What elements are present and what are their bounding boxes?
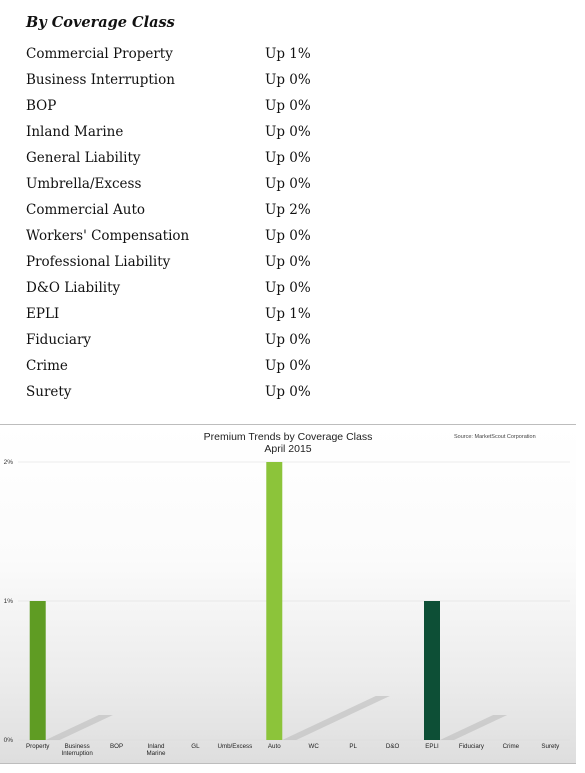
x-tick-label: Fiduciary (459, 743, 485, 750)
coverage-change: Up 0% (265, 332, 311, 348)
coverage-class-name: Commercial Property (26, 46, 173, 62)
coverage-change: Up 0% (265, 254, 311, 270)
coverage-row: D&O Liability Up 0% (26, 278, 366, 304)
x-tick-label: Crime (503, 743, 520, 750)
x-tick-label: Interruption (61, 750, 93, 757)
coverage-row: EPLI Up 1% (26, 304, 366, 330)
coverage-class-name: General Liability (26, 150, 141, 166)
coverage-change: Up 0% (265, 124, 311, 140)
x-tick-label: D&O (386, 743, 400, 750)
chart-subtitle: April 2015 (264, 443, 311, 455)
premium-trends-chart: 0% 1% 2% Premium Trends by Coverage Class Ap… (0, 424, 576, 764)
bar-shadow (440, 714, 508, 740)
x-tick-label: GL (191, 743, 200, 750)
coverage-class-name: BOP (26, 98, 57, 114)
coverage-class-name: Workers' Compensation (26, 228, 190, 244)
coverage-row: Commercial Auto Up 2% (26, 200, 366, 226)
coverage-row: Commercial Property Up 1% (26, 44, 366, 70)
coverage-change: Up 0% (265, 358, 311, 374)
bar (29, 601, 46, 740)
coverage-class-name: Business Interruption (26, 72, 175, 88)
coverage-class-name: EPLI (26, 306, 60, 322)
y-tick-label: 0% (4, 737, 14, 744)
x-tick-label: Inland (148, 743, 165, 750)
coverage-change: Up 1% (265, 46, 311, 62)
chart-title: Premium Trends by Coverage Class (204, 431, 373, 443)
x-tick-label: PL (349, 743, 357, 750)
x-tick-label: WC (309, 743, 320, 750)
coverage-class-name: Umbrella/Excess (26, 176, 142, 192)
section-heading: By Coverage Class (26, 14, 175, 31)
coverage-class-name: Commercial Auto (26, 202, 146, 218)
coverage-class-name: D&O Liability (26, 280, 121, 296)
x-tick-label: Property (26, 743, 50, 750)
coverage-row: Surety Up 0% (26, 382, 366, 408)
coverage-row: Professional Liability Up 0% (26, 252, 366, 278)
x-tick-label: Umb/Excess (217, 743, 252, 750)
bar-shadow (45, 714, 113, 740)
coverage-class-name: Professional Liability (26, 254, 171, 270)
x-tick-label: Marine (147, 750, 166, 757)
coverage-row: General Liability Up 0% (26, 148, 366, 174)
coverage-change: Up 2% (265, 202, 311, 218)
coverage-change: Up 0% (265, 98, 311, 114)
coverage-change: Up 0% (265, 228, 311, 244)
bar-shadow (282, 696, 390, 740)
coverage-change: Up 0% (265, 384, 311, 400)
chart-canvas: 0% 1% 2% Premium Trends by Coverage ClassAp… (4, 431, 570, 757)
coverage-class-name: Inland Marine (26, 124, 124, 140)
coverage-row: Fiduciary Up 0% (26, 330, 366, 356)
x-tick-label: BOP (110, 743, 123, 750)
coverage-class-list: Commercial Property Up 1% Business Interr… (26, 44, 366, 408)
coverage-change: Up 1% (265, 306, 311, 322)
coverage-row: BOP Up 0% (26, 96, 366, 122)
chart-source: Source: MarketScout Corporation (454, 434, 536, 440)
coverage-change: Up 0% (265, 150, 311, 166)
coverage-change: Up 0% (265, 280, 311, 296)
coverage-row: Workers' Compensation Up 0% (26, 226, 366, 252)
x-tick-label: EPLI (425, 743, 439, 750)
bar (266, 462, 283, 740)
x-tick-label: Business (65, 743, 90, 750)
bar (424, 601, 440, 740)
coverage-class-name: Surety (26, 384, 72, 400)
coverage-class-name: Fiduciary (26, 332, 92, 348)
coverage-row: Business Interruption Up 0% (26, 70, 366, 96)
coverage-row: Umbrella/Excess Up 0% (26, 174, 366, 200)
coverage-class-name: Crime (26, 358, 68, 374)
coverage-row: Inland Marine Up 0% (26, 122, 366, 148)
coverage-change: Up 0% (265, 72, 311, 88)
y-tick-label: 2% (4, 459, 14, 466)
x-tick-label: Auto (268, 743, 281, 750)
x-tick-label: Surety (541, 743, 560, 750)
coverage-change: Up 0% (265, 176, 311, 192)
y-tick-label: 1% (4, 598, 14, 605)
coverage-row: Crime Up 0% (26, 356, 366, 382)
